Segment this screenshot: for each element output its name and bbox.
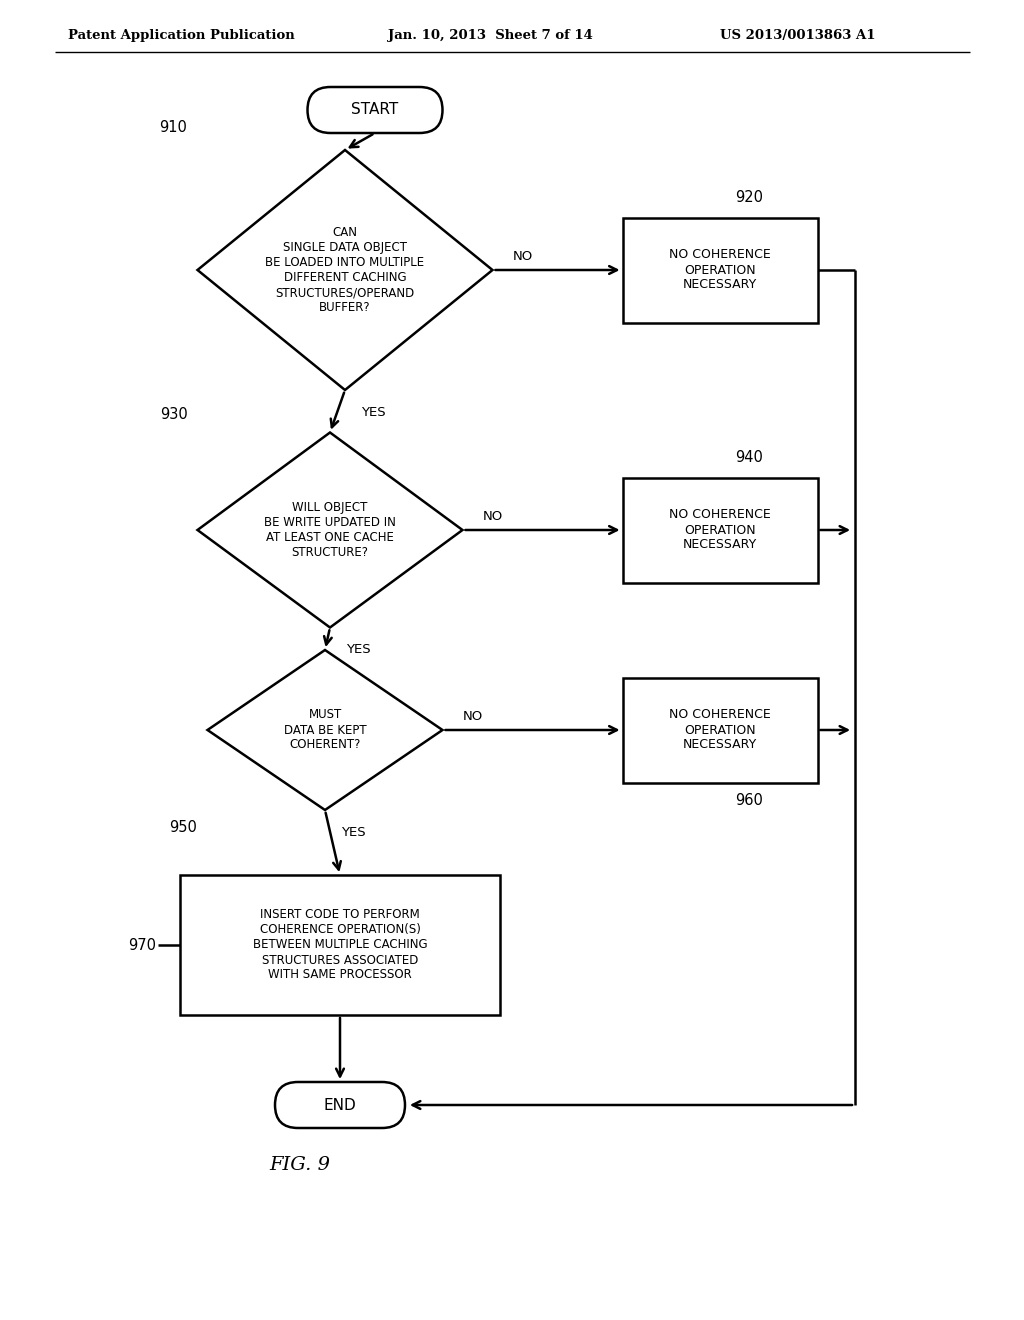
Text: Jan. 10, 2013  Sheet 7 of 14: Jan. 10, 2013 Sheet 7 of 14: [388, 29, 593, 41]
Text: Patent Application Publication: Patent Application Publication: [68, 29, 295, 41]
Text: END: END: [324, 1097, 356, 1113]
Text: NO: NO: [482, 510, 503, 523]
Polygon shape: [198, 150, 493, 389]
Polygon shape: [198, 433, 463, 627]
Text: 970: 970: [128, 937, 156, 953]
Text: INSERT CODE TO PERFORM
COHERENCE OPERATION(S)
BETWEEN MULTIPLE CACHING
STRUCTURE: INSERT CODE TO PERFORM COHERENCE OPERATI…: [253, 908, 427, 982]
Text: CAN
SINGLE DATA OBJECT
BE LOADED INTO MULTIPLE
DIFFERENT CACHING
STRUCTURES/OPER: CAN SINGLE DATA OBJECT BE LOADED INTO MU…: [265, 226, 425, 314]
Text: 920: 920: [735, 190, 763, 205]
Bar: [623, 218, 817, 322]
Bar: [180, 875, 500, 1015]
Text: NO COHERENCE
OPERATION
NECESSARY: NO COHERENCE OPERATION NECESSARY: [669, 709, 771, 751]
Text: NO: NO: [512, 249, 532, 263]
Text: NO COHERENCE
OPERATION
NECESSARY: NO COHERENCE OPERATION NECESSARY: [669, 508, 771, 552]
Text: NO COHERENCE
OPERATION
NECESSARY: NO COHERENCE OPERATION NECESSARY: [669, 248, 771, 292]
Bar: [623, 478, 817, 582]
Text: 910: 910: [160, 120, 187, 136]
Text: 950: 950: [170, 821, 198, 836]
Text: MUST
DATA BE KEPT
COHERENT?: MUST DATA BE KEPT COHERENT?: [284, 709, 367, 751]
Bar: [623, 677, 817, 783]
Text: 930: 930: [160, 407, 187, 422]
FancyBboxPatch shape: [307, 87, 442, 133]
Text: START: START: [351, 103, 398, 117]
Text: 940: 940: [735, 450, 763, 465]
Text: FIG. 9: FIG. 9: [269, 1156, 331, 1173]
Text: US 2013/0013863 A1: US 2013/0013863 A1: [720, 29, 876, 41]
Text: NO: NO: [463, 710, 482, 722]
Text: YES: YES: [341, 825, 366, 838]
Text: YES: YES: [346, 643, 371, 656]
Text: 960: 960: [735, 793, 763, 808]
Text: YES: YES: [360, 405, 385, 418]
Text: WILL OBJECT
BE WRITE UPDATED IN
AT LEAST ONE CACHE
STRUCTURE?: WILL OBJECT BE WRITE UPDATED IN AT LEAST…: [264, 502, 396, 558]
Polygon shape: [208, 649, 442, 810]
FancyBboxPatch shape: [275, 1082, 406, 1129]
